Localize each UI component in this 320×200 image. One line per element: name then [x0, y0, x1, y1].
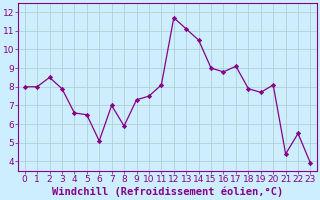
- X-axis label: Windchill (Refroidissement éolien,°C): Windchill (Refroidissement éolien,°C): [52, 187, 283, 197]
